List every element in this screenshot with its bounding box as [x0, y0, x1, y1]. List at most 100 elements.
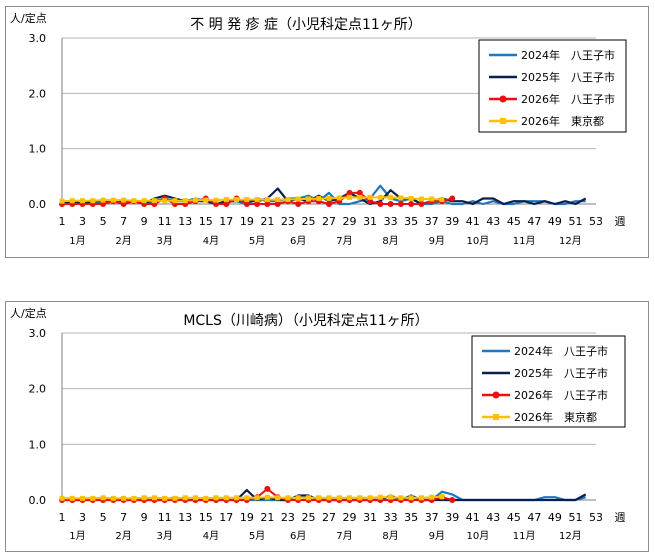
x-tick-label: 31	[363, 511, 377, 524]
x-tick-label: 53	[589, 511, 603, 524]
series-point-3	[59, 198, 65, 204]
series-point-3	[357, 194, 363, 200]
x-tick-label: 7	[120, 511, 127, 524]
y-tick-label: 1.0	[29, 438, 47, 451]
x-tick-label: 47	[527, 511, 541, 524]
x-tick-label: 9	[141, 215, 148, 228]
series-point-3	[305, 495, 311, 501]
series-point-3	[398, 495, 404, 501]
chart-panel-unknown-rash: 不 明 発 疹 症（小児科定点11ヶ所） 人/定点 0.0 1.0 2.0 3.0 1 3 5 7…	[5, 6, 649, 258]
legend-label-3: 2026年 東京都	[514, 410, 597, 424]
x-tick-label: 29	[343, 215, 357, 228]
series-point-3	[121, 495, 127, 501]
x-tick-label: 1	[59, 511, 66, 524]
month-label: 11月	[513, 235, 536, 247]
series-point-3	[377, 194, 383, 200]
series-point-3	[429, 494, 435, 500]
series-point-2	[243, 201, 250, 207]
x-tick-label: 7	[120, 215, 127, 228]
month-label: 7月	[336, 530, 352, 542]
series-point-3	[377, 494, 383, 500]
series-point-3	[162, 495, 168, 501]
series-point-2	[377, 201, 384, 207]
x-tick-label: 15	[199, 215, 213, 228]
series-point-3	[439, 494, 445, 500]
x-tick-label: 25	[301, 511, 315, 524]
series-point-3	[141, 495, 147, 501]
x-tick-label: 17	[219, 511, 233, 524]
series-point-3	[234, 197, 240, 203]
month-label: 11月	[513, 530, 536, 542]
x-tick-label: 41	[466, 511, 480, 524]
series-point-3	[203, 197, 209, 203]
x-tick-label: 27	[322, 215, 336, 228]
x-tick-label: 11	[158, 215, 172, 228]
series-point-2	[264, 201, 271, 207]
series-point-3	[275, 197, 281, 203]
series-point-2	[346, 189, 353, 196]
chart-unknown-rash: 不 明 発 疹 症（小児科定点11ヶ所）人/定点0.01.02.03.01 3 5 7…	[10, 11, 627, 247]
legend-label-2: 2026年 八王子市	[521, 92, 615, 106]
x-tick-label: 5	[100, 215, 107, 228]
x-tick-label: 13	[178, 215, 192, 228]
series-point-3	[69, 198, 75, 204]
series-point-3	[388, 494, 394, 500]
series-point-3	[182, 198, 188, 204]
series-point-3	[193, 197, 198, 203]
x-tick-label: 35	[404, 215, 418, 228]
series-point-3	[367, 194, 373, 200]
x-tick-label: 33	[384, 215, 398, 228]
month-label: 4月	[203, 530, 219, 542]
month-label: 12月	[559, 235, 582, 247]
series-point-3	[244, 495, 250, 501]
series-point-3	[439, 197, 445, 203]
chart-panel-mcls: MCLS（川崎病）（小児科定点11ヶ所） 人/定点 0.0 1.0 2.0 3.0 1 3 5 7…	[5, 301, 649, 552]
series-point-3	[69, 495, 75, 501]
series-point-3	[305, 196, 311, 202]
series-point-3	[295, 495, 301, 501]
x-tick-label: 45	[507, 511, 521, 524]
series-point-3	[131, 495, 137, 501]
x-axis-unit: 週	[615, 215, 626, 228]
series-point-3	[264, 494, 270, 500]
legend-label-0: 2024年 八王子市	[514, 344, 608, 358]
series-point-2	[449, 195, 456, 202]
series-point-3	[398, 195, 404, 201]
series-point-3	[100, 197, 106, 203]
y-tick-label: 2.0	[29, 87, 47, 100]
series-point-3	[110, 495, 116, 501]
series-point-3	[213, 495, 219, 501]
month-label: 12月	[559, 530, 582, 542]
legend-label-2: 2026年 八王子市	[514, 388, 608, 402]
series-point-3	[182, 495, 188, 501]
series-point-3	[418, 196, 424, 202]
month-label: 4月	[203, 235, 219, 247]
series-point-2	[254, 201, 261, 207]
x-tick-label: 35	[404, 511, 418, 524]
series-point-3	[295, 196, 301, 202]
x-tick-label: 29	[343, 511, 357, 524]
month-label: 10月	[467, 235, 490, 247]
y-tick-label: 3.0	[29, 327, 47, 340]
x-tick-label: 1	[59, 215, 66, 228]
x-tick-label: 45	[507, 215, 521, 228]
series-point-3	[285, 495, 291, 501]
month-label: 5月	[249, 235, 265, 247]
x-tick-label: 13	[178, 511, 192, 524]
series-point-3	[151, 495, 157, 501]
series-point-3	[121, 197, 127, 203]
series-point-3	[234, 495, 240, 501]
x-tick-label: 31	[363, 215, 377, 228]
series-point-3	[80, 495, 86, 501]
x-tick-label: 33	[384, 511, 398, 524]
series-point-3	[110, 197, 116, 203]
month-label: 3月	[157, 530, 173, 542]
series-point-3	[141, 198, 147, 204]
legend-marker-2	[499, 95, 507, 103]
x-tick-label: 25	[301, 215, 315, 228]
chart-title: 不 明 発 疹 症（小児科定点11ヶ所）	[190, 17, 422, 33]
series-point-3	[223, 495, 229, 501]
series-point-3	[80, 198, 86, 204]
series-point-2	[408, 201, 415, 207]
series-point-3	[336, 195, 342, 201]
